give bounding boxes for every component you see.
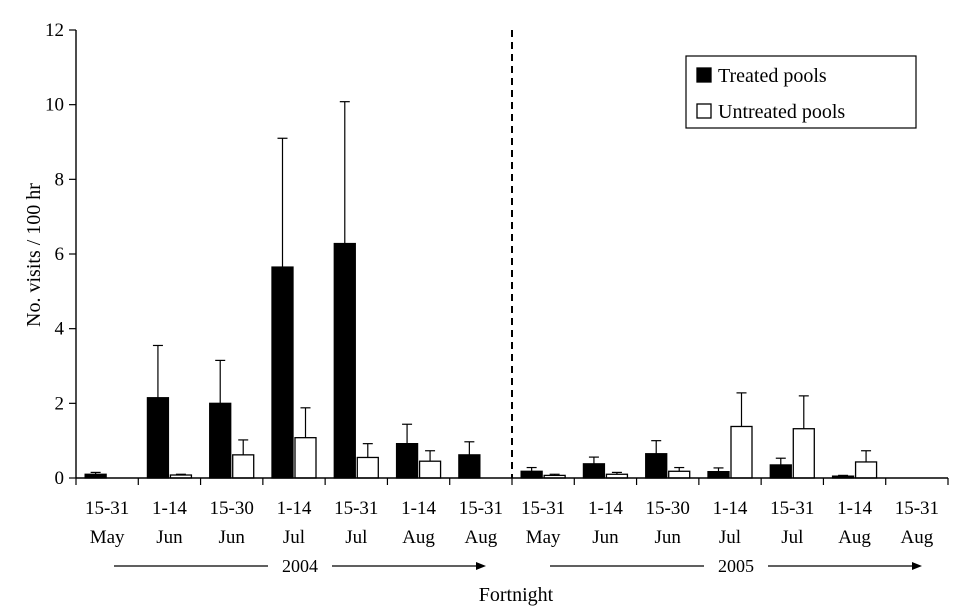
x-category-label-month: Aug	[464, 527, 497, 548]
x-category-label-range: 15-30	[210, 498, 254, 519]
x-category-label-month: Jun	[219, 527, 246, 548]
bar-treated	[146, 397, 170, 479]
y-axis-title: No. visits / 100 hr	[23, 183, 45, 327]
x-category-label-month: Jul	[781, 527, 803, 548]
x-category-label-range: 15-31	[334, 498, 378, 519]
x-category-label-range: 15-31	[770, 498, 814, 519]
x-category-label-month: Jun	[655, 527, 682, 548]
bar-untreated	[232, 454, 255, 479]
arrowhead-icon	[912, 562, 922, 570]
x-category-label-range: 1-14	[588, 498, 623, 519]
x-category-label-range: 15-31	[459, 498, 503, 519]
legend-box	[685, 55, 917, 129]
legend-swatch-untreated	[696, 103, 712, 119]
bar-untreated	[668, 470, 691, 479]
bar-untreated	[294, 437, 317, 479]
x-category-label-month: May	[90, 527, 125, 548]
x-category-label-range: 15-31	[521, 498, 565, 519]
arrowhead-icon	[476, 562, 486, 570]
bar-treated	[333, 242, 356, 479]
bar-treated	[271, 266, 294, 479]
bar-treated	[582, 463, 606, 479]
year-label: 2005	[718, 556, 754, 576]
error-bars-layer	[90, 101, 872, 477]
legend-swatch-treated	[696, 67, 712, 83]
bar-treated	[769, 464, 792, 479]
x-category-label-month: May	[526, 527, 561, 548]
x-category-label-range: 1-14	[401, 498, 436, 519]
legend-label-treated: Treated pools	[718, 65, 827, 87]
x-category-label-month: Jul	[283, 527, 305, 548]
x-category-label-range: 15-31	[85, 498, 129, 519]
x-category-label-month: Jun	[592, 527, 619, 548]
bar-treated	[458, 454, 481, 479]
x-category-label-month: Jun	[156, 527, 183, 548]
bar-treated	[707, 471, 730, 479]
bar-untreated	[356, 456, 379, 479]
y-ticks: 0 2 4 6 8 10 12	[45, 20, 76, 489]
x-category-label-range: 1-14	[277, 498, 312, 519]
x-category-labels: 15-31 May 1-14 Jun 15-30 Jun 1-14 Jul 15-31 Jul 1-…	[75, 478, 949, 548]
y-tick-label: 0	[55, 468, 65, 489]
legend: Treated pools Untreated pools	[685, 55, 917, 129]
bar-untreated	[730, 425, 753, 479]
bar-treated	[645, 453, 668, 479]
x-axis-title: Fortnight	[479, 584, 554, 606]
bar-treated	[520, 470, 543, 479]
x-category-label-month: Aug	[838, 527, 871, 548]
bar-untreated	[418, 460, 442, 479]
bar-untreated	[854, 461, 878, 479]
x-category-label-range: 15-30	[646, 498, 690, 519]
x-category-label-month: Jul	[345, 527, 367, 548]
legend-label-untreated: Untreated pools	[718, 101, 845, 123]
x-category-label-month: Aug	[402, 527, 435, 548]
x-category-label-month: Aug	[900, 527, 933, 548]
x-category-label-month: Jul	[719, 527, 741, 548]
y-tick-label: 12	[45, 20, 64, 41]
x-category-label-range: 1-14	[837, 498, 872, 519]
bars-layer	[84, 242, 878, 479]
y-tick-label: 8	[55, 169, 65, 190]
year-groups: 2004 2005	[114, 556, 922, 576]
y-tick-label: 2	[55, 393, 65, 414]
y-tick-label: 10	[45, 95, 64, 116]
y-tick-label: 4	[55, 319, 65, 340]
x-category-label-range: 1-14	[713, 498, 748, 519]
bar-treated	[209, 402, 232, 479]
y-tick-label: 6	[55, 244, 65, 265]
bar-untreated	[792, 428, 815, 479]
bar-treated	[395, 443, 419, 479]
year-label: 2004	[282, 556, 318, 576]
x-category-label-range: 15-31	[895, 498, 939, 519]
x-category-label-range: 1-14	[152, 498, 187, 519]
